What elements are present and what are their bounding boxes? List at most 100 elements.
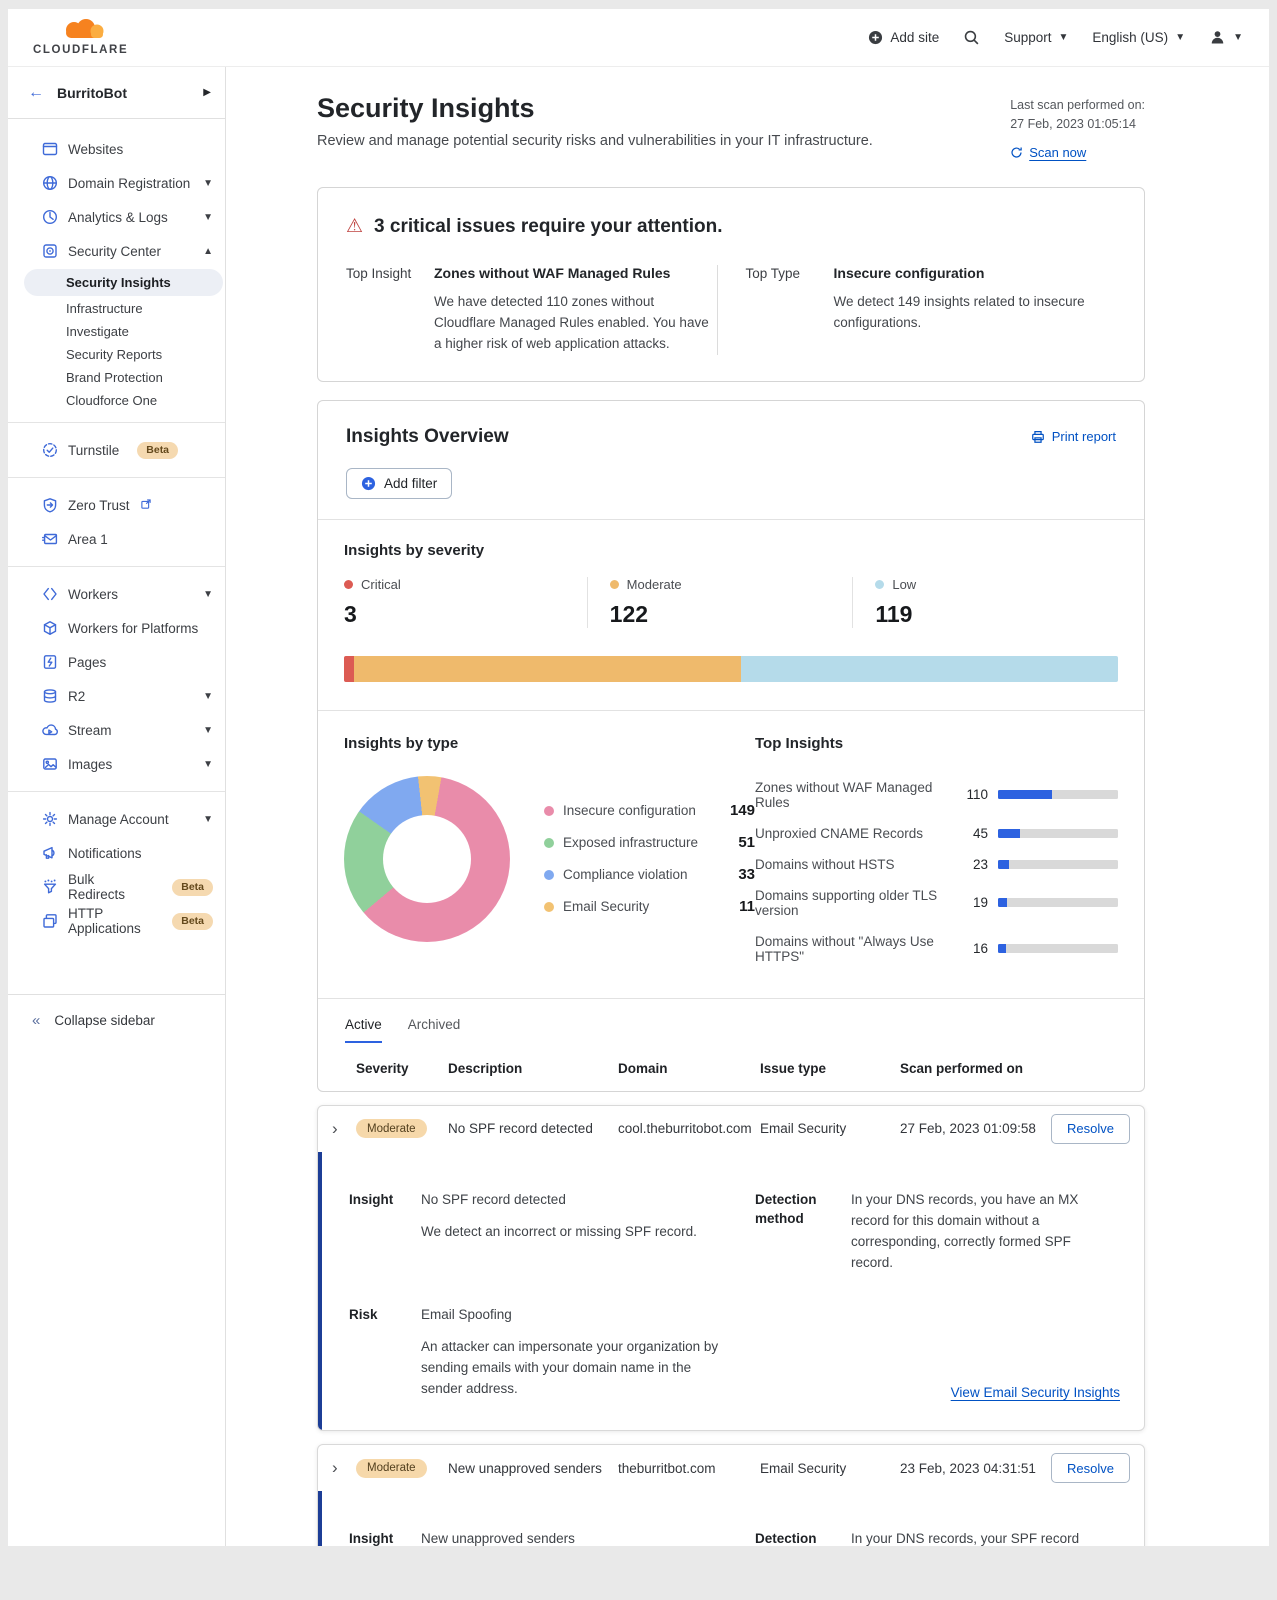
- chevron-up-icon[interactable]: ▲: [203, 245, 213, 257]
- sidebar-item-http-applications[interactable]: HTTP Applications Beta: [8, 904, 225, 938]
- collapse-sidebar-button[interactable]: « Collapse sidebar: [8, 994, 225, 1046]
- support-menu[interactable]: Support ▼: [1004, 30, 1069, 45]
- scan-now-link[interactable]: Scan now: [1010, 143, 1145, 163]
- sidebar-item-investigate[interactable]: Investigate: [8, 320, 225, 343]
- sidebar-item-brand-protection[interactable]: Brand Protection: [8, 366, 225, 389]
- top-insights-list: Zones without WAF Managed Rules 110 Unprox…: [755, 780, 1118, 964]
- account-switcher[interactable]: ← BurritoBot ▶: [8, 67, 225, 119]
- resolve-button[interactable]: Resolve: [1051, 1453, 1130, 1484]
- sidebar-item-stream[interactable]: Stream ▼: [8, 713, 225, 747]
- sidebar-item-pages[interactable]: Pages: [8, 645, 225, 679]
- cloudflare-logo[interactable]: CLOUDFLARE: [33, 18, 128, 57]
- insight-body: New unapproved sendersWe detect unapprov…: [421, 1529, 755, 1546]
- chevron-down-icon[interactable]: ▼: [203, 813, 213, 825]
- sidebar-item-notifications[interactable]: Notifications: [8, 836, 225, 870]
- print-report-link[interactable]: Print report: [1031, 429, 1116, 444]
- sidebar-item-manage-account[interactable]: Manage Account ▼: [8, 802, 225, 836]
- legend-label: Email Security: [563, 899, 650, 915]
- beta-badge: Beta: [172, 878, 213, 896]
- account-menu[interactable]: ▼: [1209, 29, 1243, 46]
- zero-trust-icon: [42, 497, 58, 513]
- top-type-label: Top Type: [745, 266, 801, 281]
- sidebar-item-label: Manage Account: [68, 811, 169, 827]
- pages-icon: [42, 654, 58, 670]
- tab-active[interactable]: Active: [345, 1017, 382, 1043]
- risk-body: Email Spoofing An attacker can impersonat…: [421, 1305, 755, 1400]
- sidebar-item-analytics-logs[interactable]: Analytics & Logs ▼: [8, 200, 225, 234]
- top-insight-bar: [998, 828, 1118, 838]
- top-insight-row[interactable]: Zones without WAF Managed Rules 110: [755, 780, 1118, 810]
- critical-issues-banner: ⚠ 3 critical issues require your attenti…: [317, 187, 1145, 382]
- printer-icon: [1031, 430, 1044, 443]
- sidebar-item-bulk-redirects[interactable]: Bulk Redirects Beta: [8, 870, 225, 904]
- chevron-down-icon[interactable]: ▼: [203, 177, 213, 189]
- legend-value: 11: [739, 898, 755, 916]
- sidebar-item-workers-for-platforms[interactable]: Workers for Platforms: [8, 611, 225, 645]
- turnstile-icon: [42, 442, 58, 458]
- risk-title: Email Spoofing: [421, 1307, 512, 1323]
- top-type-text: We detect 149 insights related to insecu…: [833, 294, 1085, 330]
- email-icon: [42, 531, 58, 547]
- expand-chevron-icon[interactable]: ›: [332, 1458, 338, 1478]
- legend-label: Insecure configuration: [563, 803, 696, 819]
- top-insight-row[interactable]: Domains supporting older TLS version 19: [755, 888, 1118, 918]
- legend-label: Exposed infrastructure: [563, 835, 699, 851]
- search-icon[interactable]: [963, 29, 980, 46]
- top-insight-row[interactable]: Unproxied CNAME Records 45: [755, 826, 1118, 841]
- sidebar-item-cloudforce-one[interactable]: Cloudforce One: [8, 389, 225, 412]
- legend-item-exposed-infrastructure: Exposed infrastructure 51: [544, 834, 755, 851]
- chevron-down-icon[interactable]: ▼: [203, 588, 213, 600]
- chevron-down-icon[interactable]: ▼: [203, 211, 213, 223]
- language-menu[interactable]: English (US) ▼: [1092, 30, 1186, 45]
- tab-archived[interactable]: Archived: [407, 1016, 461, 1032]
- top-insights-section: Top Insights Zones without WAF Managed R…: [755, 735, 1118, 964]
- sidebar-item-workers[interactable]: Workers ▼: [8, 577, 225, 611]
- back-arrow-icon[interactable]: ←: [28, 83, 44, 101]
- row-scan-date: 27 Feb, 2023 01:09:58: [900, 1121, 1036, 1137]
- sidebar-item-infrastructure[interactable]: Infrastructure: [8, 297, 225, 320]
- insecure-configuration-dot-icon: [544, 805, 554, 816]
- type-chart-title: Insights by type: [344, 734, 459, 752]
- sidebar-item-security-reports[interactable]: Security Reports: [8, 343, 225, 366]
- moderate-dot-icon: [609, 579, 619, 589]
- chevron-down-icon[interactable]: ▼: [203, 758, 213, 770]
- add-site-button[interactable]: Add site: [868, 30, 939, 45]
- sidebar-item-security-center[interactable]: Security Center ▲: [8, 234, 225, 268]
- view-email-security-insights-link[interactable]: View Email Security Insights: [950, 1385, 1120, 1401]
- sidebar-divider: [8, 566, 225, 567]
- col-scan-performed: Scan performed on: [900, 1060, 1024, 1076]
- chevron-down-icon[interactable]: ▼: [203, 724, 213, 736]
- sidebar-item-websites[interactable]: Websites: [8, 132, 225, 166]
- top-insight-row[interactable]: Domains without HSTS 23: [755, 857, 1118, 872]
- top-insight-row[interactable]: Domains without "Always Use HTTPS" 16: [755, 934, 1118, 964]
- sidebar-item-zero-trust[interactable]: Zero Trust: [8, 488, 225, 522]
- severity-badge: Moderate: [356, 1119, 427, 1139]
- legend-item-insecure-configuration: Insecure configuration 149: [544, 802, 755, 819]
- insight-label: Insight: [349, 1191, 394, 1207]
- sidebar-item-label: R2: [68, 688, 86, 704]
- sidebar-item-security-insights[interactable]: Security Insights: [24, 269, 223, 296]
- sidebar-item-images[interactable]: Images ▼: [8, 747, 225, 781]
- chevron-down-icon[interactable]: ▼: [203, 690, 213, 702]
- insight-row-card: › Moderate No SPF record detected cool.theb…: [317, 1104, 1145, 1432]
- risk-item: Email Spoofing An attacker can impersonat…: [421, 1305, 729, 1400]
- gear-icon: [42, 811, 58, 827]
- add-filter-button[interactable]: Add filter: [346, 467, 453, 499]
- col-severity: Severity: [356, 1060, 409, 1076]
- chevron-right-icon[interactable]: ▶: [203, 87, 211, 98]
- sidebar-item-domain-registration[interactable]: Domain Registration ▼: [8, 166, 225, 200]
- sidebar-nav: Websites Domain Registration ▼ Analytics & …: [8, 119, 225, 938]
- risk-label: Risk: [349, 1307, 378, 1323]
- expand-chevron-icon[interactable]: ›: [332, 1118, 338, 1138]
- top-insight-value: 19: [972, 895, 988, 911]
- warning-icon: ⚠: [346, 216, 364, 237]
- sidebar-item-area-1[interactable]: Area 1: [8, 522, 225, 556]
- top-insight-text: We have detected 110 zones without Cloud…: [434, 294, 709, 351]
- top-insight-bar: [998, 898, 1118, 908]
- refresh-icon: [1011, 147, 1022, 158]
- critical-dot-icon: [344, 579, 353, 589]
- sidebar-item-r2[interactable]: R2 ▼: [8, 679, 225, 713]
- sidebar-item-turnstile[interactable]: Turnstile Beta: [8, 433, 225, 467]
- top-insight-label: Zones without WAF Managed Rules: [755, 779, 933, 810]
- resolve-button[interactable]: Resolve: [1051, 1113, 1130, 1144]
